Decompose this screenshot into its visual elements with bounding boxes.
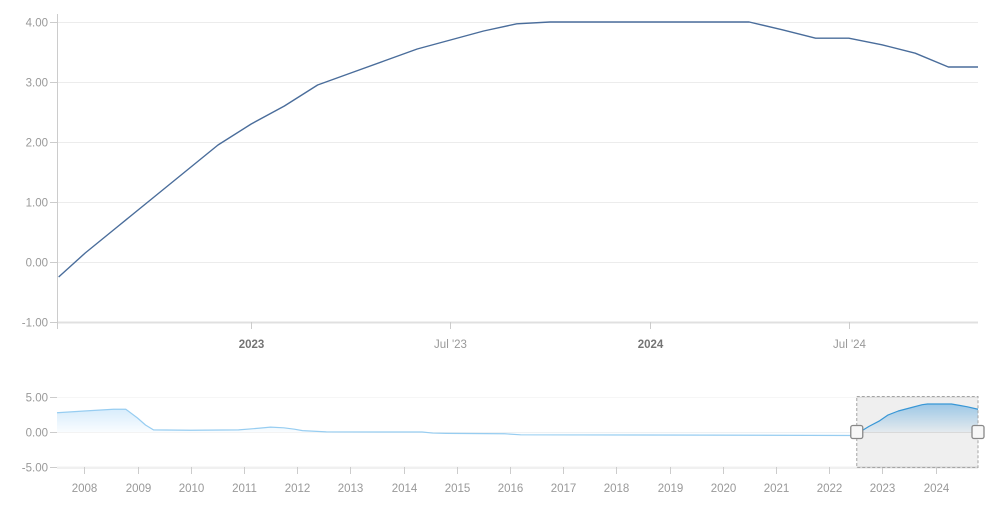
nav-x-axis-label: 2024 [924, 483, 950, 495]
main-series-line [58, 21, 978, 278]
nav-x-axis-label: 2010 [179, 483, 205, 495]
nav-x-axis-label: 2022 [817, 483, 843, 495]
main-y-axis-label: 2.00 [26, 138, 48, 150]
nav-x-axis-label: 2019 [658, 483, 684, 495]
nav-x-axis-label: 2009 [126, 483, 152, 495]
main-x-axis-label: 2023 [239, 339, 265, 351]
main-y-axis-label: 3.00 [26, 78, 48, 90]
nav-x-axis-label: 2012 [285, 483, 311, 495]
nav-x-axis-label: 2008 [72, 483, 98, 495]
main-y-axis-label: 0.00 [26, 258, 48, 270]
main-x-axis-label: 2024 [638, 339, 664, 351]
navigator-handle-right[interactable] [971, 424, 985, 440]
nav-x-axis-label: 2014 [392, 483, 418, 495]
main-y-axis-label: 1.00 [26, 198, 48, 210]
nav-x-axis-label: 2017 [551, 483, 577, 495]
main-y-axis-label: -1.00 [22, 318, 48, 330]
nav-x-axis-label: 2023 [870, 483, 896, 495]
nav-dim-overlay [57, 395, 857, 468]
nav-x-axis-label: 2015 [445, 483, 471, 495]
nav-x-axis-label: 2011 [232, 483, 257, 495]
navigator-handle-left[interactable] [850, 424, 864, 440]
nav-x-axis-label: 2016 [498, 483, 524, 495]
nav-x-axis-label: 2018 [604, 483, 630, 495]
nav-x-axis-label: 2020 [711, 483, 737, 495]
nav-x-axis-label: 2013 [338, 483, 364, 495]
nav-x-axis-label: 2021 [764, 483, 790, 495]
nav-y-axis-label: -5.00 [22, 463, 48, 475]
main-y-axis-label: 4.00 [26, 18, 48, 30]
navigator-chart[interactable]: 5.00 0.00 -5.00 2008 2009 2010 2011 2012 2013 201… [22, 393, 985, 496]
main-x-axis-label: Jul '23 [434, 339, 467, 351]
navigator-selected-range[interactable] [856, 396, 979, 468]
nav-y-axis-label: 0.00 [26, 428, 48, 440]
main-chart[interactable]: 4.00 3.00 2.00 1.00 0.00 -1.00 2023 Jul '23 2024… [22, 14, 978, 351]
nav-y-axis-label: 5.00 [26, 393, 48, 405]
main-x-axis-label: Jul '24 [833, 339, 866, 351]
